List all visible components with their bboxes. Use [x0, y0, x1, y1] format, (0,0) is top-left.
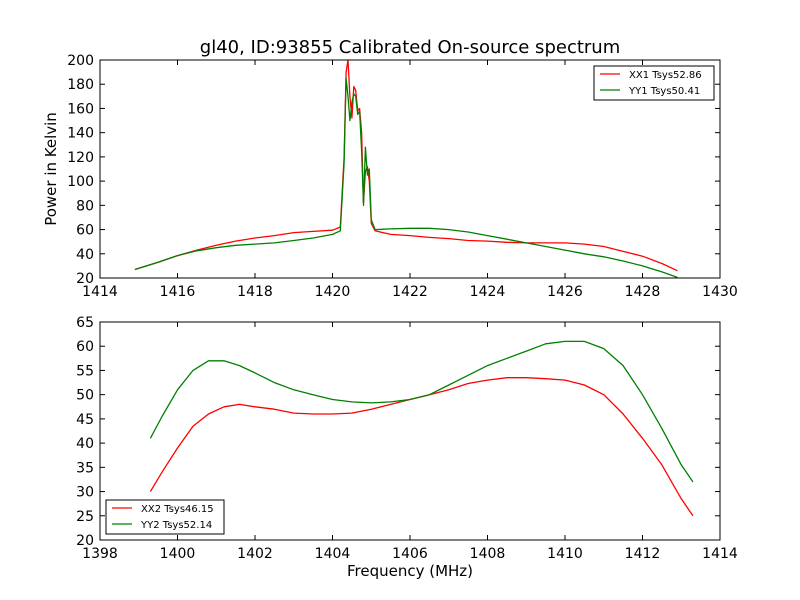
top-y-tick-label: 40	[76, 247, 94, 263]
bottom-x-tick-label: 1406	[392, 546, 428, 562]
bottom-x-tick-label: 1400	[160, 546, 196, 562]
bottom-y-tick-label: 50	[76, 388, 94, 404]
top-y-tick-label: 20	[76, 271, 94, 287]
bottom-x-tick-label: 1404	[315, 546, 351, 562]
bottom-y-tick-label: 65	[76, 315, 94, 331]
top-legend-box	[593, 65, 715, 101]
bottom-panel: 1398 1400 1402 1404 1406 1408 1410 1412 1414 20 25…	[76, 315, 738, 580]
top-x-tick-label: 1416	[160, 284, 196, 300]
top-y-tick-label: 60	[76, 223, 94, 239]
legend-label-yy2: YY2 Tsys52.14	[140, 520, 212, 531]
top-y-tick-label: 80	[76, 198, 94, 214]
bottom-y-tick-label: 55	[76, 363, 94, 379]
top-y-tick-label: 180	[67, 77, 94, 93]
top-series-line-2	[134, 77, 678, 279]
top-ticks: 1414 1416 1418 1420 1422 1424 1426 1428 1430 20 40…	[67, 53, 738, 300]
top-x-tick-label: 1418	[237, 284, 273, 300]
top-x-tick-label: 1424	[470, 284, 506, 300]
top-x-tick-label: 1426	[547, 284, 583, 300]
top-legend: XX1 Tsys52.86 YY1 Tsys50.41	[593, 65, 715, 101]
bottom-y-tick-label: 30	[76, 485, 94, 501]
bottom-series-line-2	[149, 340, 694, 483]
top-plot-area	[134, 59, 678, 279]
bottom-x-tick-label: 1402	[237, 546, 273, 562]
top-x-tick-label: 1414	[82, 284, 118, 300]
top-panel: 1414 1416 1418 1420 1422 1424 1426 1428 1430 20 40…	[42, 53, 738, 300]
bottom-legend-box	[105, 499, 225, 535]
top-y-tick-label: 160	[67, 101, 94, 117]
bottom-y-tick-label: 25	[76, 509, 94, 525]
bottom-x-tick-label: 1398	[82, 546, 118, 562]
bottom-x-tick-label: 1412	[625, 546, 661, 562]
top-x-tick-label: 1422	[392, 284, 428, 300]
top-x-tick-label: 1428	[625, 284, 661, 300]
figure-title: gl40, ID:93855 Calibrated On-source spec…	[200, 37, 620, 58]
bottom-ticks: 1398 1400 1402 1404 1406 1408 1410 1412 1414 20 25…	[76, 315, 738, 562]
top-x-tick-label: 1420	[315, 284, 351, 300]
bottom-y-tick-label: 60	[76, 339, 94, 355]
top-x-tick-label: 1430	[702, 284, 738, 300]
bottom-x-tick-label: 1408	[470, 546, 506, 562]
legend-label-xx2: XX2 Tsys46.15	[141, 504, 214, 515]
top-y-tick-label: 100	[67, 174, 94, 190]
bottom-plot-area	[149, 340, 694, 517]
bottom-y-tick-label: 45	[76, 412, 94, 428]
top-y-tick-label: 140	[67, 126, 94, 142]
bottom-x-tick-label: 1414	[702, 546, 738, 562]
bottom-series-line-1	[149, 377, 694, 517]
top-y-axis-label: Power in Kelvin	[42, 112, 60, 226]
top-y-tick-label: 200	[67, 53, 94, 69]
legend-label-yy1: YY1 Tsys50.41	[628, 86, 700, 97]
bottom-y-tick-label: 20	[76, 533, 94, 549]
bottom-y-tick-label: 35	[76, 460, 94, 476]
bottom-x-tick-label: 1410	[547, 546, 583, 562]
bottom-x-axis-label: Frequency (MHz)	[347, 562, 473, 580]
legend-label-xx1: XX1 Tsys52.86	[629, 70, 702, 81]
top-y-tick-label: 120	[67, 150, 94, 166]
bottom-legend: XX2 Tsys46.15 YY2 Tsys52.14	[105, 499, 225, 535]
bottom-y-tick-label: 40	[76, 436, 94, 452]
